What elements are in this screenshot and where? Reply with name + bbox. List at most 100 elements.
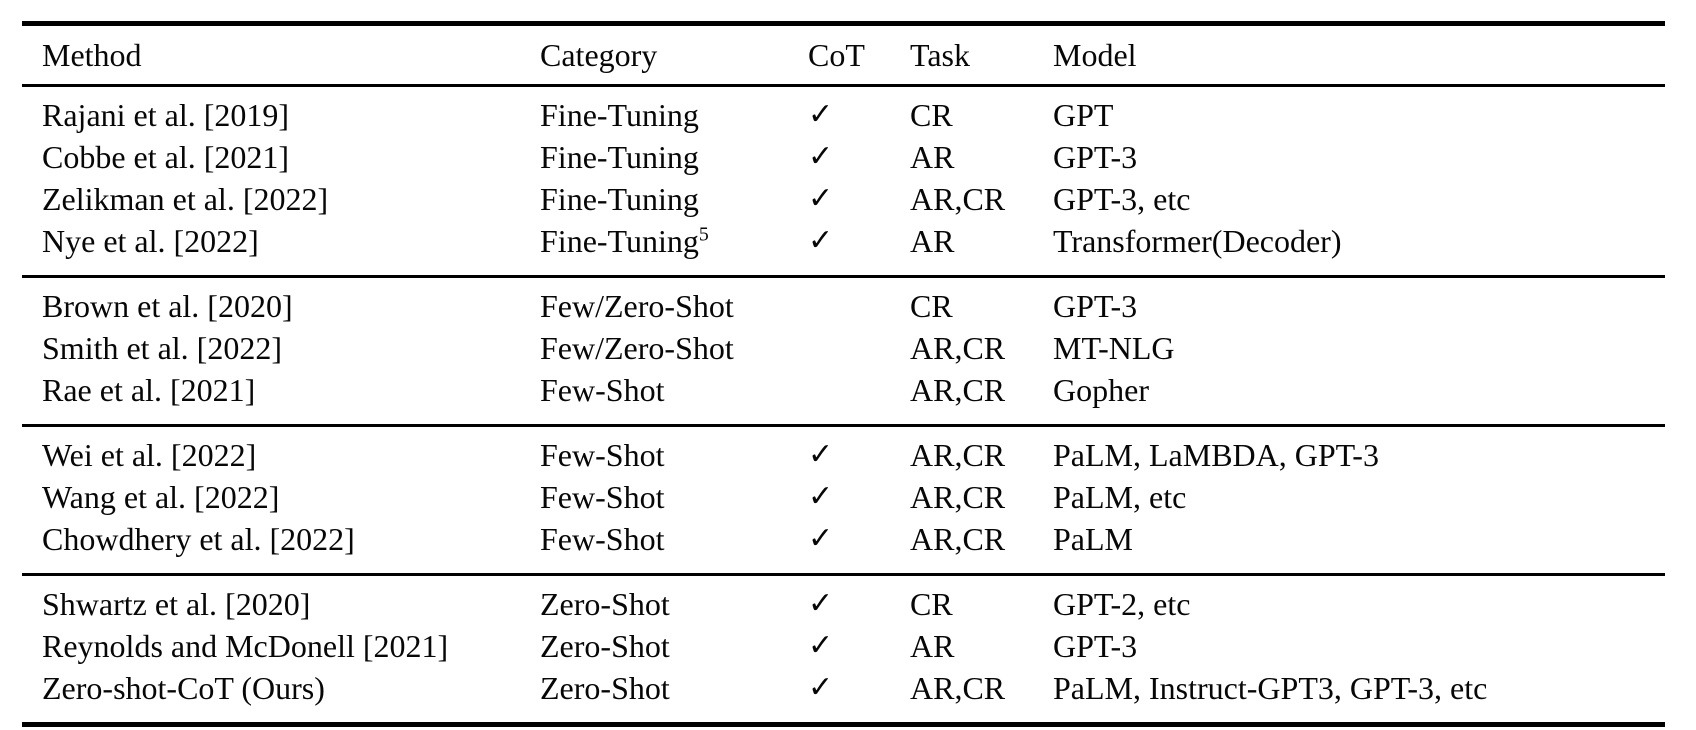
method-cell: Zero-shot-CoT (Ours) xyxy=(42,670,325,706)
table-header: Method Category CoT Task Model xyxy=(22,23,1665,87)
model-cell: PaLM, etc xyxy=(1053,479,1187,515)
category-text: Fine-Tuning xyxy=(540,139,699,175)
category-text: Zero-Shot xyxy=(540,670,670,706)
task-cell: AR,CR xyxy=(910,521,1006,557)
table-row: Rae et al. [2021] Few-Shot AR,CR Gopher xyxy=(22,369,1665,426)
category-cell: Few-Shot xyxy=(540,476,808,518)
table-row: Cobbe et al. [2021] Fine-Tuning ✓ AR GPT-3 xyxy=(22,136,1665,178)
column-header-method: Method xyxy=(22,23,540,87)
cot-checkmark-cell: ✓ xyxy=(808,139,834,174)
task-cell: AR xyxy=(910,139,955,175)
category-cell: Few-Shot xyxy=(540,518,808,575)
model-cell: GPT-3, etc xyxy=(1053,181,1191,217)
model-cell: GPT xyxy=(1053,97,1114,133)
category-text: Few-Shot xyxy=(540,521,665,557)
table-row: Wei et al. [2022] Few-Shot ✓ AR,CR PaLM, LaM… xyxy=(22,424,1665,476)
category-text: Few-Shot xyxy=(540,437,665,473)
model-cell: GPT-3 xyxy=(1053,275,1665,327)
category-cell: Fine-Tuning5 xyxy=(540,220,808,277)
task-cell: AR,CR xyxy=(910,670,1006,706)
task-cell: AR,CR xyxy=(910,181,1006,217)
method-cell: Wang et al. [2022] xyxy=(42,479,280,515)
category-cell: Fine-Tuning xyxy=(540,136,808,178)
column-header-category: Category xyxy=(540,23,808,87)
task-cell: AR,CR xyxy=(910,330,1006,366)
cot-checkmark-cell: ✓ xyxy=(808,670,834,705)
table-row: Shwartz et al. [2020] Zero-Shot ✓ CR GPT-2, … xyxy=(22,573,1665,625)
table-row: Chowdhery et al. [2022] Few-Shot ✓ AR,CR PaL… xyxy=(22,518,1665,575)
table-row: Zero-shot-CoT (Ours) Zero-Shot ✓ AR,CR PaLM,… xyxy=(22,667,1665,725)
method-cell: Rajani et al. [2019] xyxy=(42,97,290,133)
category-text: Few-Shot xyxy=(540,372,665,408)
task-cell: AR,CR xyxy=(910,479,1006,515)
task-cell: CR xyxy=(910,275,1053,327)
model-cell: MT-NLG xyxy=(1053,330,1175,366)
cot-checkmark-cell xyxy=(808,369,910,426)
category-cell: Few-Shot xyxy=(540,369,808,426)
category-cell: Few/Zero-Shot xyxy=(540,275,808,327)
method-cell: Smith et al. [2022] xyxy=(42,330,282,366)
category-cell: Few/Zero-Shot xyxy=(540,327,808,369)
column-header-task: Task xyxy=(910,23,1053,87)
category-cell: Zero-Shot xyxy=(540,573,808,625)
category-text: Zero-Shot xyxy=(540,586,670,622)
category-cell: Zero-Shot xyxy=(540,625,808,667)
category-text: Fine-Tuning xyxy=(540,181,699,217)
table-row: Wang et al. [2022] Few-Shot ✓ AR,CR PaLM, et… xyxy=(22,476,1665,518)
column-header-model: Model xyxy=(1053,23,1665,87)
category-cell: Few-Shot xyxy=(540,424,808,476)
method-cell: Wei et al. [2022] xyxy=(22,424,540,476)
category-text: Zero-Shot xyxy=(540,628,670,664)
table-section-3: Shwartz et al. [2020] Zero-Shot ✓ CR GPT-2, … xyxy=(22,573,1665,725)
category-text: Few-Shot xyxy=(540,479,665,515)
cot-checkmark-cell xyxy=(808,327,910,369)
table-row: Zelikman et al. [2022] Fine-Tuning ✓ AR,CR G… xyxy=(22,178,1665,220)
category-text: Few/Zero-Shot xyxy=(540,288,734,324)
task-cell: AR xyxy=(910,223,955,259)
method-cell: Chowdhery et al. [2022] xyxy=(42,521,355,557)
task-cell: CR xyxy=(910,97,953,133)
method-cell: Rae et al. [2021] xyxy=(42,372,256,408)
category-text: Few/Zero-Shot xyxy=(540,330,734,366)
model-cell: GPT-3 xyxy=(1053,628,1138,664)
model-cell: GPT-3 xyxy=(1053,139,1138,175)
method-cell: Brown et al. [2020] xyxy=(22,275,540,327)
table-row: Smith et al. [2022] Few/Zero-Shot AR,CR MT-… xyxy=(22,327,1665,369)
category-cell: Zero-Shot xyxy=(540,667,808,725)
model-cell: GPT-2, etc xyxy=(1053,573,1665,625)
model-cell: Gopher xyxy=(1053,372,1149,408)
cot-checkmark-cell: ✓ xyxy=(808,97,834,132)
table-row: Rajani et al. [2019] Fine-Tuning ✓ CR GPT xyxy=(22,86,1665,137)
cot-checkmark-cell: ✓ xyxy=(808,479,834,514)
category-cell: Fine-Tuning xyxy=(540,86,808,137)
category-cell: Fine-Tuning xyxy=(540,178,808,220)
method-cell: Shwartz et al. [2020] xyxy=(22,573,540,625)
task-cell: CR xyxy=(910,573,1053,625)
cot-checkmark-cell: ✓ xyxy=(808,573,910,625)
model-cell: PaLM xyxy=(1053,521,1133,557)
cot-checkmark-cell xyxy=(808,275,910,327)
task-cell: AR xyxy=(910,628,955,664)
table-section-1: Brown et al. [2020] Few/Zero-Shot CR GPT-3 S… xyxy=(22,275,1665,426)
cot-checkmark-cell: ✓ xyxy=(808,521,834,556)
column-header-cot: CoT xyxy=(808,23,910,87)
model-cell: PaLM, LaMBDA, GPT-3 xyxy=(1053,424,1665,476)
task-cell: AR,CR xyxy=(910,372,1006,408)
category-text: Fine-Tuning xyxy=(540,223,699,259)
footnote-marker: 5 xyxy=(698,223,709,246)
table-header-row: Method Category CoT Task Model xyxy=(22,23,1665,87)
table-row: Brown et al. [2020] Few/Zero-Shot CR GPT-3 xyxy=(22,275,1665,327)
table-row: Nye et al. [2022] Fine-Tuning5 ✓ AR Transfor… xyxy=(22,220,1665,277)
category-text: Fine-Tuning xyxy=(540,97,699,133)
method-cell: Zelikman et al. [2022] xyxy=(42,181,329,217)
table-section-2: Wei et al. [2022] Few-Shot ✓ AR,CR PaLM, LaM… xyxy=(22,424,1665,575)
cot-checkmark-cell: ✓ xyxy=(808,223,834,258)
table-section-0: Rajani et al. [2019] Fine-Tuning ✓ CR GPT Cob… xyxy=(22,86,1665,277)
method-cell: Cobbe et al. [2021] xyxy=(42,139,290,175)
model-cell: PaLM, Instruct-GPT3, GPT-3, etc xyxy=(1053,670,1488,706)
cot-checkmark-cell: ✓ xyxy=(808,628,834,663)
model-cell: Transformer(Decoder) xyxy=(1053,223,1342,259)
method-cell: Reynolds and McDonell [2021] xyxy=(42,628,449,664)
cot-checkmark-cell: ✓ xyxy=(808,181,834,216)
